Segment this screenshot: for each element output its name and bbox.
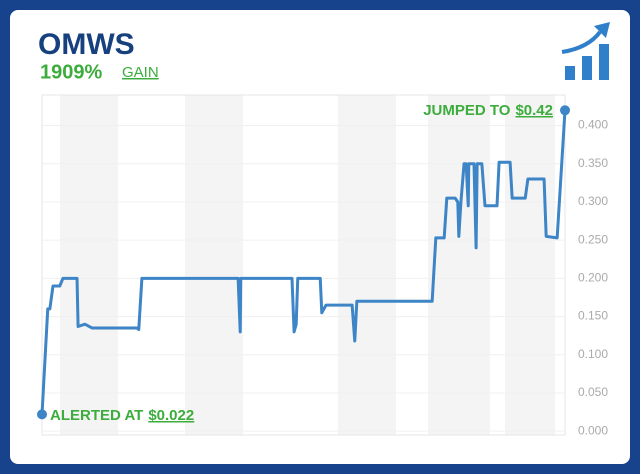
end-point (37, 409, 47, 420)
annotation-price: $0.42 (515, 102, 553, 119)
annotation: ALERTED AT $0.022 (50, 407, 194, 424)
y-tick-label: 0.150 (578, 309, 608, 323)
y-tick-label: 0.100 (578, 347, 608, 361)
y-tick-label: 0.000 (578, 423, 608, 437)
annotation-text: ALERTED AT (50, 407, 143, 424)
annotation-price: $0.022 (148, 407, 194, 424)
y-tick-label: 0.250 (578, 232, 608, 246)
y-tick-label: 0.350 (578, 156, 608, 170)
y-tick-label: 0.400 (578, 118, 608, 132)
y-tick-label: 0.200 (578, 271, 608, 285)
plot-background (60, 95, 555, 435)
gain-percent: 1909% (40, 61, 102, 83)
end-point (560, 105, 570, 116)
growth-icon (561, 22, 610, 80)
gain-label: GAIN (122, 64, 159, 81)
y-tick-label: 0.050 (578, 385, 608, 399)
price-line (40, 110, 567, 415)
plot-frame (41, 94, 566, 436)
annotation-text: JUMPED TO (423, 102, 511, 119)
annotation: JUMPED TO $0.42 (423, 102, 553, 119)
y-tick-label: 0.300 (578, 194, 608, 208)
ticker-title: OMWS (38, 28, 135, 61)
